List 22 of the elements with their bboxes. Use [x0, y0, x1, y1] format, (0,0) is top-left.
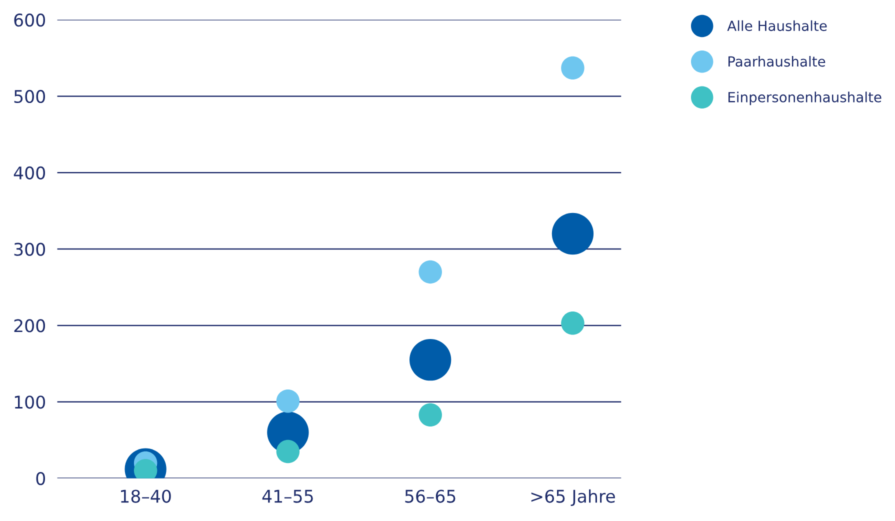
- point: [276, 389, 300, 413]
- x-tick-label: 41–55: [262, 490, 313, 503]
- point: [276, 440, 300, 464]
- y-tick-label: 0: [36, 472, 46, 486]
- legend-label: Alle Haushalte: [727, 20, 827, 32]
- y-tick-label: 200: [14, 319, 46, 332]
- point: [552, 212, 594, 255]
- point: [418, 403, 442, 426]
- y-tick-label: 100: [14, 396, 46, 409]
- legend-label: Einpersonenhaushalte: [728, 92, 882, 106]
- y-tick-label: 300: [14, 242, 46, 256]
- point: [418, 260, 442, 284]
- x-tick-label: 56–65: [405, 490, 456, 503]
- y-tick-label: 600: [14, 14, 46, 27]
- x-tick-label: >65 Jahre: [531, 489, 615, 506]
- x-tick-label: 18–40: [121, 490, 171, 503]
- y-tick-label: 400: [14, 166, 46, 180]
- point: [561, 312, 584, 335]
- y-tick-label: 500: [14, 90, 46, 104]
- point: [410, 339, 452, 381]
- legend-label: Paarhaushalte: [728, 56, 826, 67]
- point: [561, 56, 584, 80]
